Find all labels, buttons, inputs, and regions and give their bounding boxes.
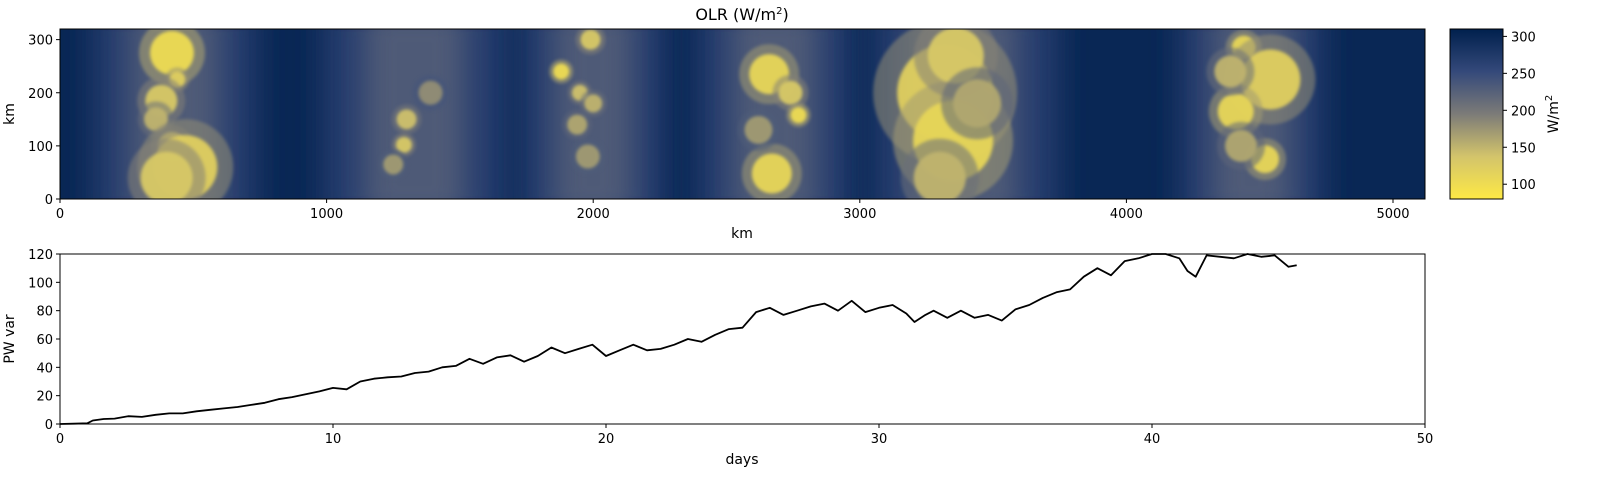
heatmap-x-tick-label: 3000 (843, 207, 876, 222)
convective-cell (395, 136, 412, 153)
line-y-tick-label: 20 (36, 390, 53, 405)
line-y-tick-label: 100 (28, 276, 53, 291)
line-y-ticks: 0 20 40 60 80 100 120 (28, 248, 60, 433)
convective-cell (149, 30, 194, 75)
heatmap-x-ticks: 0 1000 2000 3000 4000 5000 (56, 199, 1410, 222)
heatmap-y-tick-label: 200 (28, 87, 53, 102)
pw-var-series-line (59, 253, 1297, 425)
convective-cell (1217, 93, 1254, 130)
line-x-tick-label: 10 (325, 432, 342, 447)
heatmap-x-tick-label: 0 (56, 207, 64, 222)
heatmap-image (60, 29, 1425, 199)
line-y-tick-label: 80 (36, 305, 53, 320)
convective-cell (396, 109, 417, 130)
heatmap-x-tick-label: 2000 (577, 207, 610, 222)
line-plot-frame (59, 253, 1426, 425)
colorbar-label: W/m2 (1544, 95, 1562, 134)
heatmap-y-tick-label: 0 (45, 193, 53, 208)
heatmap-title: OLR (W/m2) (695, 5, 788, 24)
colorbar: 100 150 200 250 300 W/m2 (1449, 28, 1562, 200)
convective-cell (751, 153, 792, 194)
convective-cell (383, 154, 404, 175)
line-x-tick-label: 20 (598, 432, 615, 447)
heatmap-y-label: km (2, 103, 18, 125)
heatmap-x-label: km (731, 226, 753, 242)
convective-cell (1214, 55, 1247, 88)
convective-cell (1225, 129, 1258, 162)
convective-cell (584, 94, 603, 113)
olr-heatmap-panel: OLR (W/m2) 0 1000 2000 3000 4000 5000 0 100 200… (2, 5, 1426, 242)
line-x-tick-label: 30 (871, 432, 888, 447)
convective-cell (553, 63, 570, 80)
colorbar-tick-label: 250 (1511, 67, 1536, 82)
convective-cell (567, 114, 588, 135)
convective-cell (778, 80, 803, 105)
heatmap-x-tick-label: 4000 (1110, 207, 1143, 222)
line-x-label: days (725, 452, 758, 468)
line-y-tick-label: 0 (45, 418, 53, 433)
convective-cell (790, 107, 807, 124)
line-x-tick-label: 50 (1417, 432, 1434, 447)
line-x-tick-label: 40 (1144, 432, 1161, 447)
heatmap-frame (59, 28, 1426, 200)
convective-cell (418, 80, 443, 105)
line-y-tick-label: 40 (36, 361, 53, 376)
line-y-label: PW var (2, 314, 18, 364)
convective-cell (580, 29, 601, 50)
heatmap-x-tick-label: 1000 (310, 207, 343, 222)
convective-cell (140, 151, 193, 199)
colorbar-gradient (1449, 28, 1504, 200)
colorbar-tick-label: 300 (1511, 30, 1536, 45)
colorbar-ticks: 100 150 200 250 300 (1503, 30, 1536, 193)
line-y-tick-label: 120 (28, 248, 53, 263)
line-x-tick-label: 0 (56, 432, 64, 447)
line-x-ticks: 0 10 20 30 40 50 (56, 424, 1433, 447)
pw-var-line-panel: 0 10 20 30 40 50 0 20 40 60 80 100 120 days PW var (2, 248, 1433, 468)
colorbar-tick-label: 100 (1511, 178, 1536, 193)
heatmap-y-tick-label: 100 (28, 140, 53, 155)
colorbar-tick-label: 150 (1511, 141, 1536, 156)
convective-cell (575, 144, 600, 169)
heatmap-y-ticks: 0 100 200 300 (28, 34, 60, 208)
convective-cell (744, 115, 773, 144)
heatmap-x-tick-label: 5000 (1376, 207, 1409, 222)
convective-cell (953, 79, 1002, 128)
colorbar-tick-label: 200 (1511, 104, 1536, 119)
line-y-tick-label: 60 (36, 333, 53, 348)
convective-cell (913, 151, 966, 199)
heatmap-y-tick-label: 300 (28, 34, 53, 49)
